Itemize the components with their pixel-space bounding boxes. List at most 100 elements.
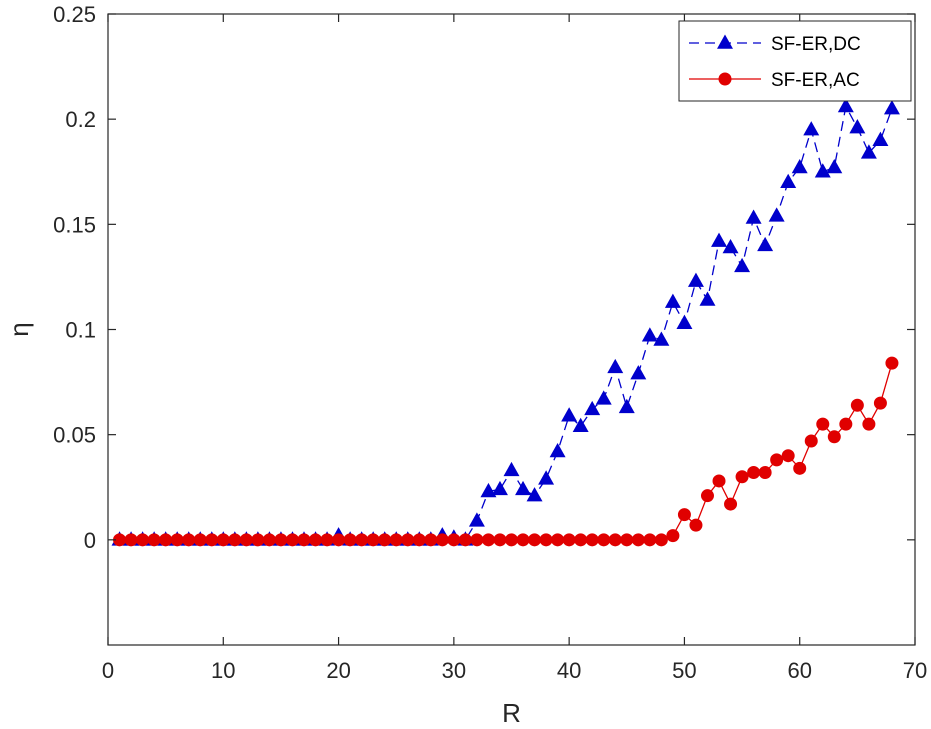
data-point-triangle [641,327,658,342]
data-point-triangle [757,236,774,252]
legend-marker-circle [718,72,732,86]
x-tick-label: 50 [672,658,696,683]
data-point-triangle [526,487,543,502]
data-point-triangle [711,232,727,247]
data-point-triangle [538,470,555,485]
data-point-triangle [849,119,866,134]
y-axis-label: η [4,322,34,336]
data-point-triangle [814,163,831,178]
data-point-triangle [561,407,578,422]
data-point-triangle [515,480,532,496]
data-point-circle [677,508,691,522]
data-point-triangle [584,400,601,416]
data-point-circle [285,533,299,547]
data-point-circle [873,396,887,410]
data-point-circle [274,533,288,547]
x-tick-label: 60 [787,658,811,683]
x-tick-label: 40 [557,658,581,683]
data-point-circle [216,533,230,547]
data-point-triangle [676,314,693,329]
data-point-circle [251,533,265,547]
data-point-circle [412,533,426,547]
data-point-circle [654,533,668,547]
data-point-triangle [630,365,647,380]
data-point-circle [228,533,242,547]
data-point-circle [297,533,311,547]
data-point-circle [516,533,530,547]
data-point-triangle [791,159,808,174]
data-point-circle [193,533,207,547]
data-point-triangle [480,482,497,498]
data-point-circle [631,533,645,547]
data-point-circle [147,533,161,547]
data-point-circle [505,533,518,547]
data-point-circle [562,533,576,547]
data-point-triangle [468,512,485,527]
data-point-circle [885,356,899,370]
data-point-triangle [860,144,877,159]
data-point-triangle [768,207,785,222]
data-point-triangle [722,238,739,254]
data-point-circle [643,533,657,547]
data-point-circle [239,533,253,547]
data-point-circle [355,533,369,547]
data-point-circle [781,449,795,463]
data-point-circle [839,417,853,431]
y-tick-label: 0 [84,528,96,553]
data-point-circle [159,533,173,547]
data-point-circle [435,533,449,547]
data-point-circle [447,533,461,547]
data-point-circle [551,533,565,547]
data-point-circle [585,533,599,547]
data-point-circle [424,533,438,547]
data-point-triangle [780,173,797,189]
data-point-circle [666,529,680,543]
data-point-triangle [618,398,635,414]
plot-frame [107,13,916,646]
data-point-circle [827,430,841,444]
axes: 0 10 20 30 40 50 60 70 0 0.05 0.1 0.15 0.2 0.25 [53,2,927,683]
data-point-circle [770,453,784,467]
data-point-circle [309,533,323,547]
x-tick-label: 30 [442,658,466,683]
plot-area [111,98,900,547]
data-point-triangle [664,293,681,308]
data-point-circle [862,417,876,431]
legend-label-1: SF-ER,DC [771,34,861,55]
y-tick-label: 0.25 [53,2,96,27]
data-point-triangle [826,159,843,174]
legend-marker-triangle [717,34,733,49]
data-point-circle [804,434,818,448]
y-tick-label: 0.05 [53,423,96,448]
data-point-triangle [687,272,704,287]
x-tick-label: 0 [102,658,114,683]
data-point-circle [528,533,542,547]
data-point-circle [747,466,761,480]
data-point-circle [724,497,738,511]
data-point-triangle [595,390,612,405]
data-point-circle [470,533,484,547]
data-point-circle [366,533,380,547]
data-point-circle [816,417,830,431]
data-point-circle [608,533,622,547]
data-point-circle [389,533,403,547]
data-point-triangle [745,209,762,224]
data-point-circle [735,470,749,484]
data-point-circle [712,474,726,488]
legend-label-2: SF-ER,AC [771,70,860,91]
data-point-circle [689,518,703,532]
data-point-circle [700,489,714,503]
x-tick-label: 20 [326,658,350,683]
data-point-triangle [872,131,889,146]
y-tick-label: 0.15 [53,212,96,237]
data-point-triangle [572,417,589,433]
data-point-circle [320,533,334,547]
data-point-circle [481,533,495,547]
data-point-circle [793,461,807,475]
data-point-triangle [653,331,670,346]
data-point-circle [170,533,184,547]
data-point-circle [850,398,864,412]
data-point-triangle [503,461,520,477]
data-point-circle [378,533,392,547]
data-point-circle [597,533,611,547]
